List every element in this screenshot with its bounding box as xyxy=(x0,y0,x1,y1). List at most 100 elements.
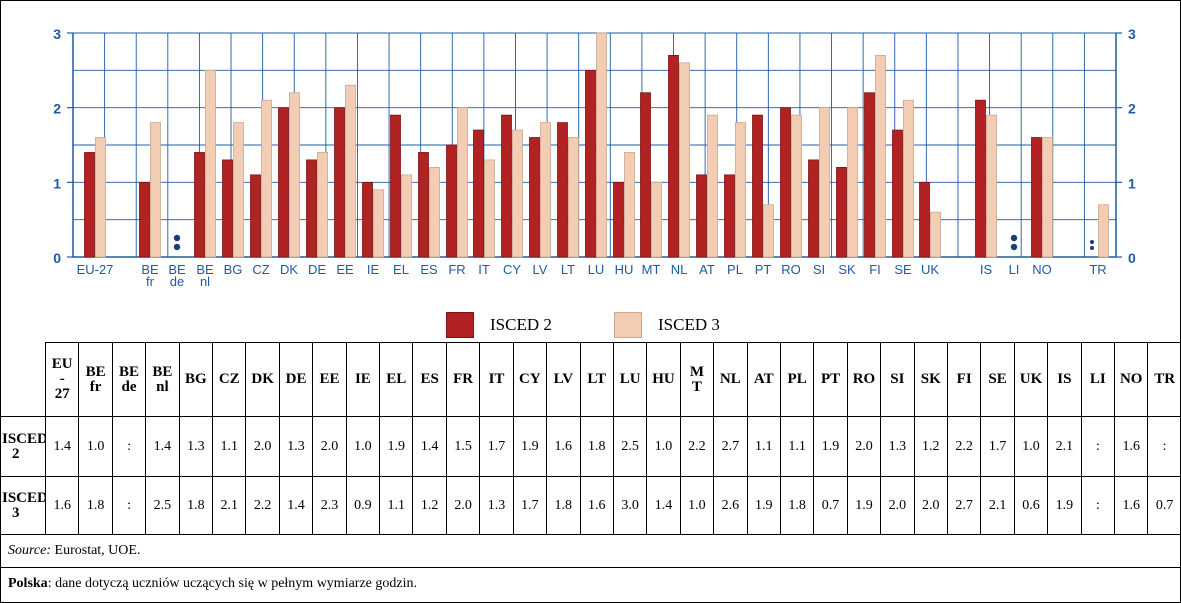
bar-isced2-de xyxy=(306,159,317,258)
table-header-cell: IE xyxy=(345,342,381,417)
table-cell: 1.6 xyxy=(44,476,80,535)
table-header-cell: LU xyxy=(612,342,648,417)
y-tick-label-left: 2 xyxy=(53,101,61,117)
bar-isced2-at xyxy=(696,174,707,258)
table-cell: 1.2 xyxy=(913,416,948,477)
table-cell: 1.4 xyxy=(412,416,447,477)
table-cell: 1.7 xyxy=(479,416,514,477)
bar-isced2-fr xyxy=(446,144,457,258)
table-cell: : xyxy=(1147,416,1181,477)
table-cell: : xyxy=(1080,416,1116,477)
table-header-text: de xyxy=(121,378,137,395)
table-cell: 0.7 xyxy=(1147,476,1181,535)
missing-marker-bottom-li xyxy=(1010,243,1018,251)
notes: Source: Eurostat, UOE. Polska: dane doty… xyxy=(0,534,1181,602)
x-tick-label-be-de: BE xyxy=(168,262,186,277)
table-cell: 2.2 xyxy=(946,416,982,477)
table-header-text: NO xyxy=(1119,371,1143,387)
table-cell: : xyxy=(111,416,147,477)
table-cell: 1.4 xyxy=(145,416,180,477)
table-cell: 2.5 xyxy=(145,476,180,535)
table-header-text: LI xyxy=(1089,371,1106,387)
table-header-cell: SK xyxy=(913,342,948,417)
y-tick-label-right: 2 xyxy=(1128,101,1136,117)
table-header-text: SK xyxy=(920,371,941,387)
bar-isced2-mt xyxy=(640,92,651,258)
table-header-cell: LI xyxy=(1080,342,1116,417)
bar-isced2-be-fr xyxy=(139,181,150,258)
y-tick-label-right: 1 xyxy=(1128,175,1136,191)
bar-isced3-nl xyxy=(679,62,690,258)
table-header-cell: SE xyxy=(980,342,1015,417)
table-cell: 2.1 xyxy=(980,476,1015,535)
table-cell: 1.6 xyxy=(579,476,614,535)
x-tick-label-de: DE xyxy=(308,262,326,277)
table-header-cell: EU -27 xyxy=(44,342,80,417)
x-tick-label-cy: CY xyxy=(503,262,521,277)
bar-isced2-dk xyxy=(278,107,289,258)
table-header-cell: BE fr xyxy=(78,342,113,417)
bar-isced3-cz xyxy=(261,99,272,258)
x-tick-label-be-de: de xyxy=(170,274,184,289)
table-cell: 1.5 xyxy=(445,416,481,477)
table-row-label: ISCED 3 xyxy=(0,476,46,535)
bar-isced3-lv xyxy=(540,122,551,258)
bar-isced2-cy xyxy=(501,114,512,258)
bar-isced2-it xyxy=(473,129,484,258)
bar-isced3-fi xyxy=(875,55,886,258)
x-tick-label-cz: CZ xyxy=(252,262,269,277)
bar-isced3-be-nl xyxy=(205,69,216,258)
table-header-text: LT xyxy=(587,371,607,387)
table-header-cell: EE xyxy=(312,342,347,417)
table-header-cell: PT xyxy=(813,342,848,417)
table-cell: 2.1 xyxy=(212,476,247,535)
bar-isced3-mt xyxy=(651,181,662,258)
table-cell: 2.5 xyxy=(612,416,648,477)
bar-isced3-ee xyxy=(345,84,356,258)
country-note-text: : dane dotyczą uczniów uczących się w pe… xyxy=(47,576,417,591)
table-header-text: DK xyxy=(251,371,274,387)
table-header-text: UK xyxy=(1019,371,1043,387)
x-tick-label-be-nl: BE xyxy=(196,262,214,277)
x-tick-label-eu-27: EU-27 xyxy=(77,262,114,277)
table-cell: 1.1 xyxy=(779,416,815,477)
table-header-cell: BG xyxy=(178,342,214,417)
legend-swatch-isced2 xyxy=(446,312,474,338)
table-header-cell: DK xyxy=(245,342,280,417)
table-header-text: EL xyxy=(386,371,407,387)
bar-isced2-se xyxy=(892,129,903,258)
table-cell: 1.8 xyxy=(178,476,214,535)
x-tick-label-tr: TR xyxy=(1089,262,1106,277)
table-header-cell: NL xyxy=(713,342,748,417)
table-header-cell: AT xyxy=(746,342,781,417)
bar-isced3-dk xyxy=(289,92,300,258)
table-cell: 1.0 xyxy=(78,416,113,477)
x-tick-label-nl: NL xyxy=(671,262,688,277)
table-header-cell: LT xyxy=(579,342,614,417)
table-header-text: IS xyxy=(1057,371,1072,387)
bar-isced3-el xyxy=(401,174,412,258)
bar-isced3-be-fr xyxy=(150,122,161,258)
table-cell: 2.0 xyxy=(913,476,948,535)
bar-isced3-it xyxy=(484,159,495,258)
table-cell: 2.3 xyxy=(312,476,347,535)
table-cell: 1.9 xyxy=(813,416,848,477)
x-tick-label-ie: IE xyxy=(367,262,380,277)
bar-isced3-hu xyxy=(624,152,635,258)
legend-item-isced2: ISCED 2 xyxy=(446,312,552,338)
table-header-text: IT xyxy=(488,371,505,387)
table-header-text: PT xyxy=(820,371,841,387)
table-row-label-text: ISCED xyxy=(2,430,46,447)
table-header-text: BG xyxy=(184,371,207,387)
bar-isced3-uk xyxy=(930,211,941,258)
x-tick-label-pl: PL xyxy=(727,262,743,277)
y-tick-label-left: 3 xyxy=(53,26,61,42)
table-header-text: CY xyxy=(519,371,541,387)
table-cell: 2.0 xyxy=(880,476,915,535)
table-cell: 1.8 xyxy=(779,476,815,535)
x-tick-label-mt: MT xyxy=(642,262,661,277)
table-cell: 1.3 xyxy=(479,476,514,535)
table-header-cell: PL xyxy=(779,342,815,417)
table-cell: 1.6 xyxy=(1113,476,1149,535)
